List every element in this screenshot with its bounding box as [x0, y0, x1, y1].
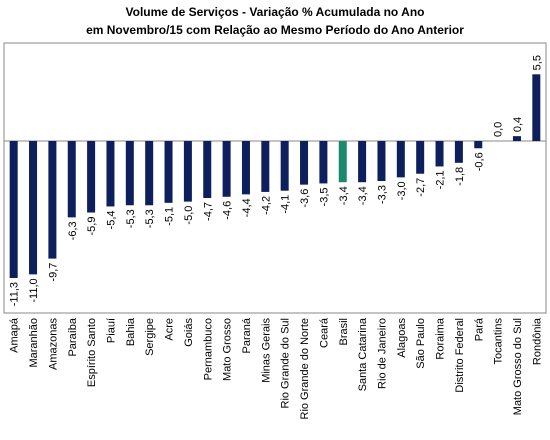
value-label: -3,4: [357, 186, 369, 205]
x-tick-label: Tocantins: [493, 318, 505, 365]
value-label: -2,1: [435, 170, 447, 189]
x-tick-label: Roraima: [435, 317, 447, 359]
value-label: -1,8: [454, 167, 466, 186]
bar: [280, 141, 289, 191]
value-label: -3,3: [376, 185, 388, 204]
bar: [454, 141, 463, 163]
x-tick-label: Paraíba: [67, 317, 79, 356]
bar: [125, 141, 134, 206]
value-label: -4,4: [241, 198, 253, 217]
x-tick-label: Paraná: [241, 317, 253, 353]
x-tick-label: Minas Gerais: [260, 318, 272, 383]
bar: [532, 74, 541, 141]
value-label: -4,2: [260, 196, 272, 215]
bar: [29, 141, 38, 275]
plot-frame: [3, 42, 547, 314]
value-label: -4,1: [280, 195, 292, 214]
value-label: -5,3: [144, 209, 156, 228]
bar: [338, 141, 347, 183]
value-label: 0,4: [512, 117, 524, 132]
value-label: -0,6: [473, 152, 485, 171]
x-tick-label: Acre: [164, 318, 176, 341]
bar: [106, 141, 115, 207]
bar: [164, 141, 173, 203]
x-tick-label: Alagoas: [396, 318, 408, 358]
bar: [145, 141, 154, 206]
value-label: -5,1: [164, 207, 176, 226]
bar: [512, 136, 521, 141]
bar: [67, 141, 76, 218]
bar: [261, 141, 270, 192]
value-label: 5,5: [531, 55, 543, 70]
bar: [183, 141, 192, 202]
bar: [377, 141, 386, 182]
x-tick-label: Rondônia: [531, 317, 543, 365]
x-tick-label: Sergipe: [144, 318, 156, 356]
bar: [358, 141, 367, 183]
x-tick-label: Piauí: [105, 318, 117, 343]
bar: [300, 141, 309, 185]
chart-title: Volume de Serviços - Variação % Acumulad…: [126, 5, 425, 19]
bar: [416, 141, 425, 174]
bar: [396, 141, 405, 178]
value-label: 0,0: [493, 122, 505, 137]
x-tick-label: Bahia: [125, 317, 137, 346]
value-label: -9,7: [47, 263, 59, 282]
x-tick-label: Rio de Janeiro: [376, 318, 388, 389]
bar: [435, 141, 444, 167]
x-tick-label: Mato Grosso: [222, 318, 234, 381]
chart-title: em Novembro/15 com Relação ao Mesmo Perí…: [86, 23, 464, 37]
value-label: -3,0: [396, 181, 408, 200]
value-label: -3,4: [338, 186, 350, 205]
value-label: -5,9: [86, 217, 98, 236]
bar: [222, 141, 231, 197]
x-tick-label: Goiás: [183, 318, 195, 347]
value-label: -11,3: [9, 282, 21, 306]
x-tick-label: Ceará: [318, 317, 330, 348]
value-label: -4,6: [222, 201, 234, 220]
value-label: -2,7: [415, 178, 427, 197]
value-label: -5,0: [183, 206, 195, 225]
value-label: -5,4: [105, 210, 117, 229]
value-label: -4,7: [202, 202, 214, 221]
x-tick-label: Maranhão: [28, 318, 40, 368]
x-tick-label: Rio Grande do Sul: [280, 318, 292, 409]
bar: [9, 141, 18, 278]
x-tick-label: Pará: [473, 317, 485, 341]
bar: [319, 141, 328, 184]
bar: [87, 141, 96, 213]
x-tick-label: Santa Catarina: [357, 317, 369, 391]
x-tick-label: Mato Grosso do Sul: [512, 318, 524, 415]
x-tick-label: Distrito Federal: [454, 318, 466, 393]
value-label: -5,3: [125, 209, 137, 228]
x-tick-label: Espírito Santo: [86, 318, 98, 387]
bar: [474, 141, 483, 149]
value-label: -6,3: [67, 221, 79, 240]
bar: [48, 141, 57, 259]
value-label: -11,0: [28, 278, 40, 302]
value-label: -3,6: [299, 189, 311, 208]
x-tick-label: Brasil: [338, 318, 350, 346]
x-tick-label: Amazonas: [47, 318, 59, 370]
x-tick-label: Pernambuco: [202, 318, 214, 380]
bar: [203, 141, 212, 198]
value-label: -3,5: [318, 187, 330, 206]
x-tick-label: Rio Grande do Norte: [299, 318, 311, 420]
bar: [241, 141, 250, 195]
x-tick-label: Amapá: [9, 317, 21, 353]
x-tick-label: São Paulo: [415, 318, 427, 369]
